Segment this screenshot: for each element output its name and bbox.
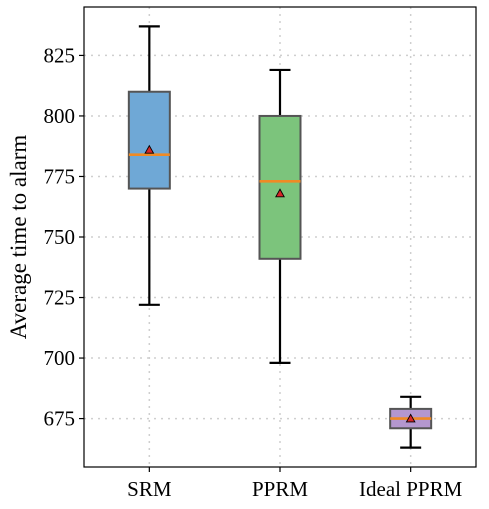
y-tick-label: 775 <box>44 164 76 188</box>
y-tick-label: 800 <box>44 104 76 128</box>
y-tick-label: 825 <box>44 43 76 67</box>
y-tick-label: 725 <box>44 286 76 310</box>
boxes <box>127 25 433 449</box>
x-tick-label: Ideal PPRM <box>359 477 463 501</box>
y-tick-label: 675 <box>44 407 76 431</box>
plot-frame <box>83 6 477 468</box>
mean-marker <box>405 413 416 423</box>
x-tick-label: PPRM <box>252 477 308 501</box>
ticks: 675 700 725 750 775 800 825 SRM PPRM Ideal PPRM <box>44 43 463 501</box>
y-axis-label: Average time to alarm <box>6 135 31 340</box>
box-srm <box>127 25 171 306</box>
mean-marker <box>275 188 285 198</box>
x-tick-label: SRM <box>127 477 172 501</box>
iqr-box <box>127 90 171 190</box>
iqr-box <box>258 114 302 260</box>
mean-marker <box>144 144 155 154</box>
y-tick-label: 700 <box>44 346 76 370</box>
box-ideal-pprm <box>389 395 433 449</box>
box-pprm <box>258 68 302 364</box>
y-tick-label: 750 <box>44 225 76 249</box>
